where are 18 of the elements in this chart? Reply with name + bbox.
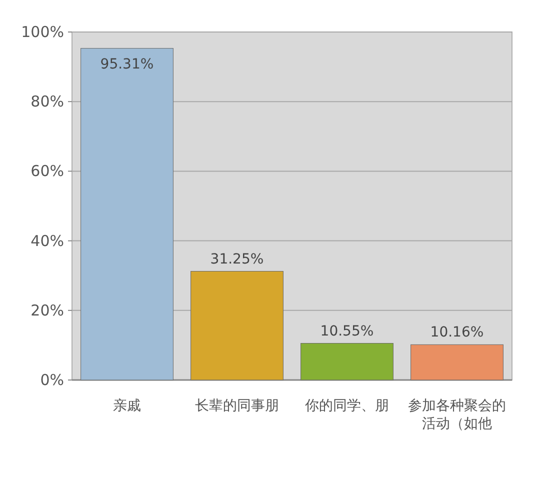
y-tick-label: 100% [21,23,64,41]
x-tick-label: 长辈的同事朋 [195,398,279,414]
data-label: 10.55% [320,323,374,340]
bar [80,48,174,380]
y-tick-label: 40% [30,232,64,250]
x-tick-label: 参加各种聚会的活动（如他 [408,398,506,432]
bar [190,271,284,380]
y-tick-label: 80% [30,92,64,111]
y-tick-label: 20% [30,301,64,320]
data-label: 95.31% [100,56,154,72]
y-tick-label: 60% [30,162,64,180]
data-label: 10.16% [430,324,484,341]
x-tick-label: 你的同学、朋 [304,398,389,414]
bar [300,343,394,380]
bar [410,344,504,380]
x-tick-label: 亲戚 [113,398,141,414]
y-tick-label: 0% [40,371,64,389]
data-label: 31.25% [210,251,264,268]
